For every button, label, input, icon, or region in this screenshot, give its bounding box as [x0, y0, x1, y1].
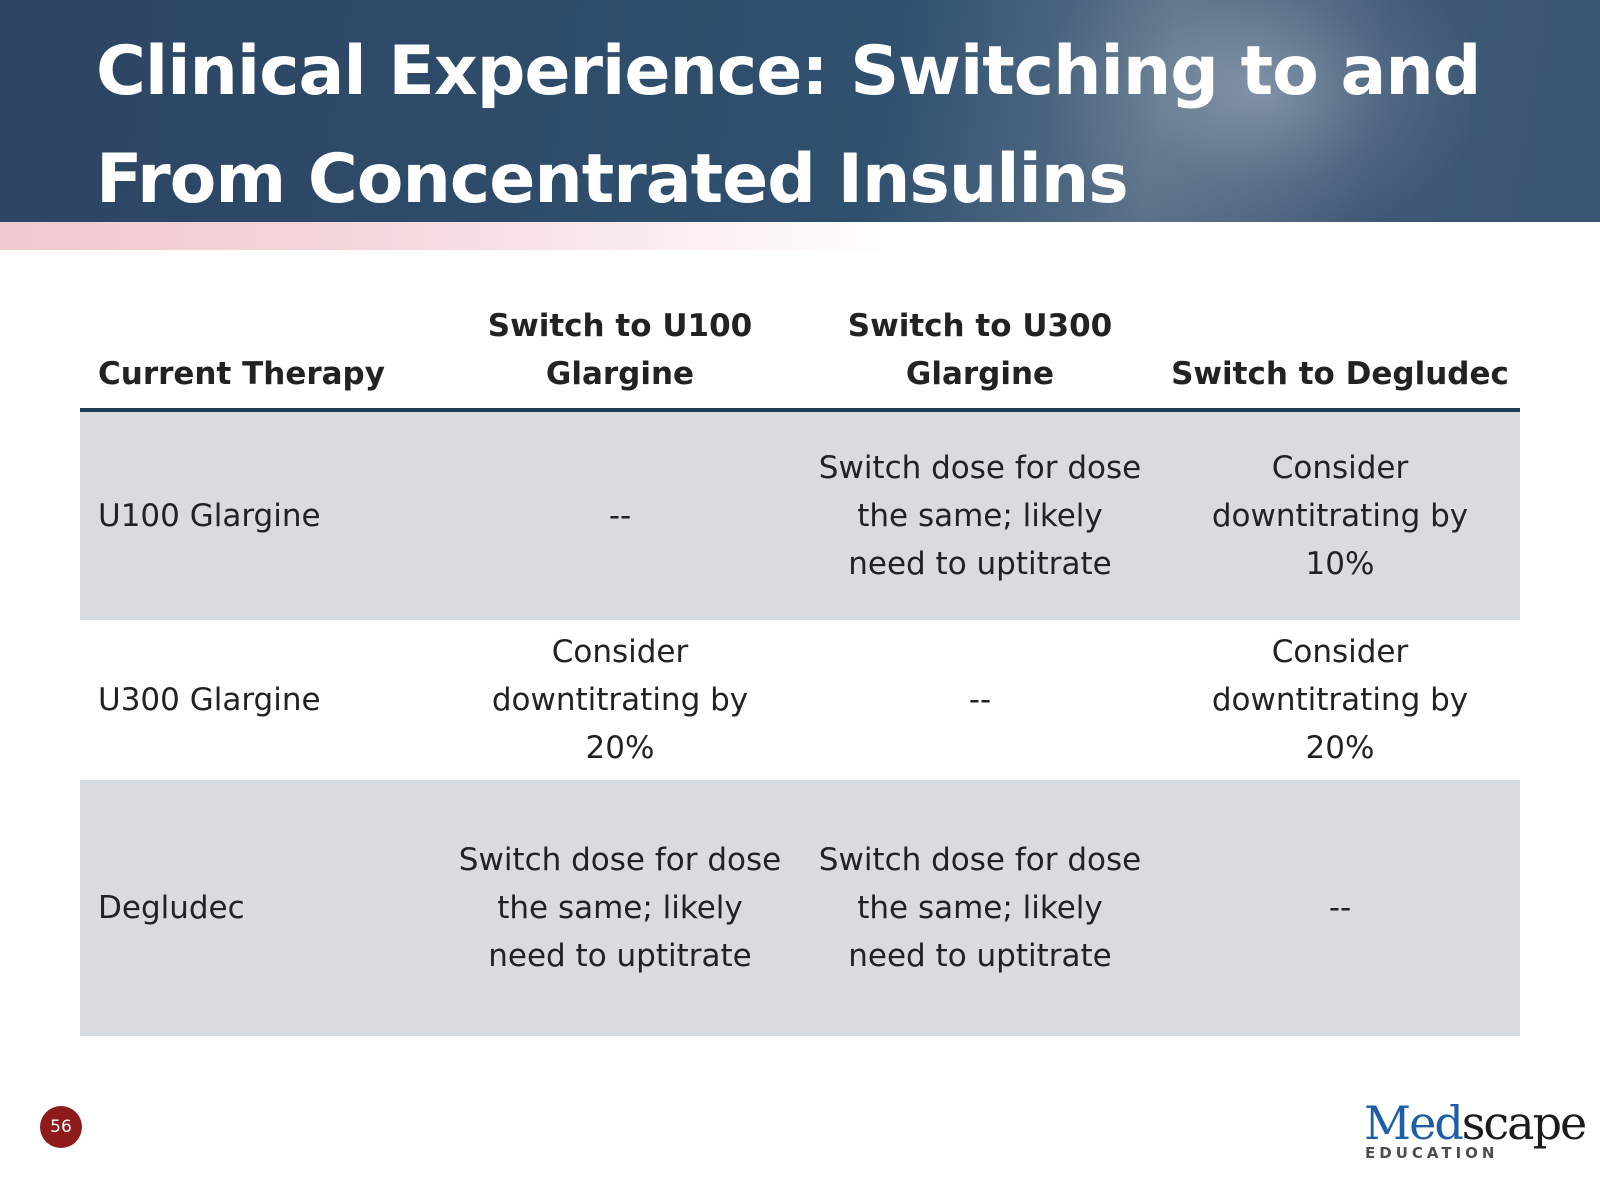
table-cell: Switch dose for dose the same; likely ne… — [800, 780, 1160, 1036]
table-row: U300 Glargine Consider downtitrating by … — [80, 620, 1520, 780]
table-cell: -- — [440, 410, 800, 620]
banner-cloud-texture — [1050, 0, 1470, 222]
table-cell: -- — [968, 682, 992, 718]
insulin-switching-table: Current Therapy Switch to U100 Glargine … — [80, 302, 1520, 1036]
logo-subtitle: EDUCATION — [1365, 1144, 1499, 1162]
header-switch-to-degludec: Switch to Degludec — [1160, 302, 1520, 412]
table-cell: -- — [1160, 780, 1520, 1036]
row-label: U100 Glargine — [80, 410, 440, 620]
row-label: Degludec — [80, 780, 440, 1036]
accent-stripe — [0, 222, 900, 250]
header-switch-to-u100: Switch to U100 Glargine — [440, 302, 800, 412]
header-current-therapy: Current Therapy — [80, 302, 440, 412]
table-cell: Switch dose for dose the same; likely ne… — [440, 780, 800, 1036]
title-banner: Clinical Experience: Switching to and Fr… — [0, 0, 1600, 222]
row-label: U300 Glargine — [98, 682, 321, 718]
table-cell: Consider downtitrating by 20% — [1211, 634, 1469, 766]
logo-wordmark-scape: scape — [1461, 1096, 1587, 1150]
table-cell: Consider downtitrating by 10% — [1160, 410, 1520, 620]
table-header-row: Current Therapy Switch to U100 Glargine … — [80, 302, 1520, 412]
logo-wordmark-med: Med — [1364, 1096, 1464, 1150]
table-row: Degludec Switch dose for dose the same; … — [80, 780, 1520, 1036]
medscape-education-logo: Medscape EDUCATION — [1364, 1098, 1587, 1164]
logo-wordmark: Medscape — [1364, 1096, 1587, 1150]
header-switch-to-u300: Switch to U300 Glargine — [800, 302, 1160, 412]
table-cell: Switch dose for dose the same; likely ne… — [800, 410, 1160, 620]
slide-number-badge: 56 — [40, 1106, 82, 1148]
slide-title: Clinical Experience: Switching to and Fr… — [96, 32, 1481, 219]
table-row: U100 Glargine -- Switch dose for dose th… — [80, 410, 1520, 620]
table-cell: Consider downtitrating by 20% — [491, 634, 749, 766]
